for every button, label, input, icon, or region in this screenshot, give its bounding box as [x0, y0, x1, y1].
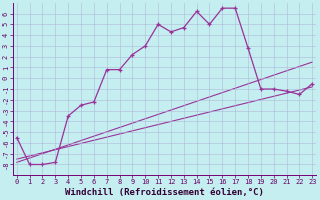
X-axis label: Windchill (Refroidissement éolien,°C): Windchill (Refroidissement éolien,°C): [65, 188, 264, 197]
